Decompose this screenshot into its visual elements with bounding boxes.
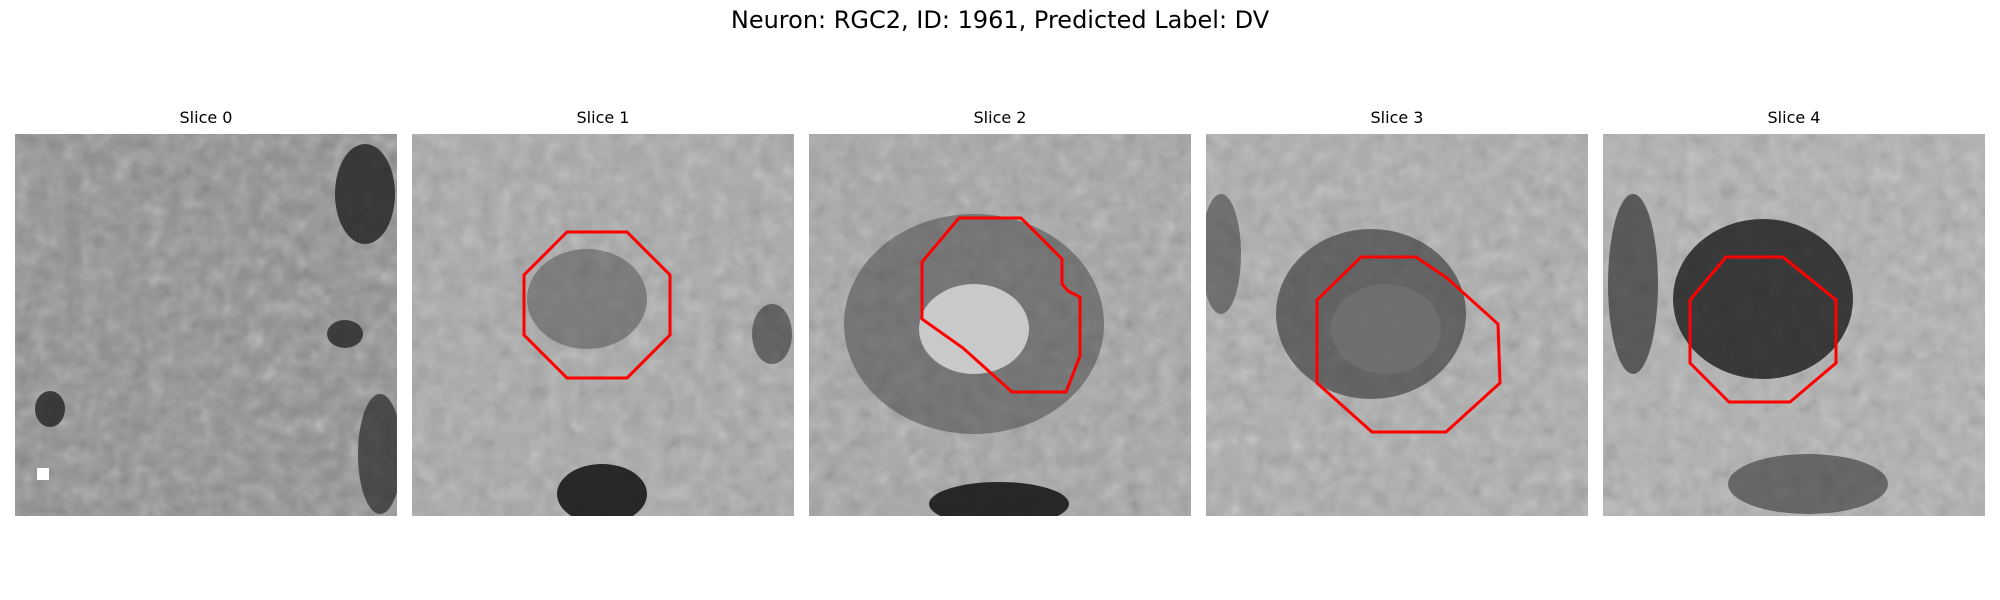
slice-image-3 [1206, 134, 1588, 516]
slice-title-3: Slice 3 [1370, 108, 1424, 127]
slice-title-0: Slice 0 [179, 108, 233, 127]
figure-title: Neuron: RGC2, ID: 1961, Predicted Label:… [730, 6, 1270, 34]
slice-image-1 [412, 134, 794, 516]
contour-1 [522, 230, 672, 380]
slice-title-2: Slice 2 [973, 108, 1027, 127]
contour-2 [920, 216, 1082, 394]
slice-title-4: Slice 4 [1767, 108, 1821, 127]
slice-image-2 [809, 134, 1191, 516]
slice-image-4 [1603, 134, 1985, 516]
slice-title-1: Slice 1 [576, 108, 630, 127]
slice-image-0 [15, 134, 397, 516]
contour-3 [1315, 255, 1502, 434]
contour-4 [1688, 255, 1838, 404]
